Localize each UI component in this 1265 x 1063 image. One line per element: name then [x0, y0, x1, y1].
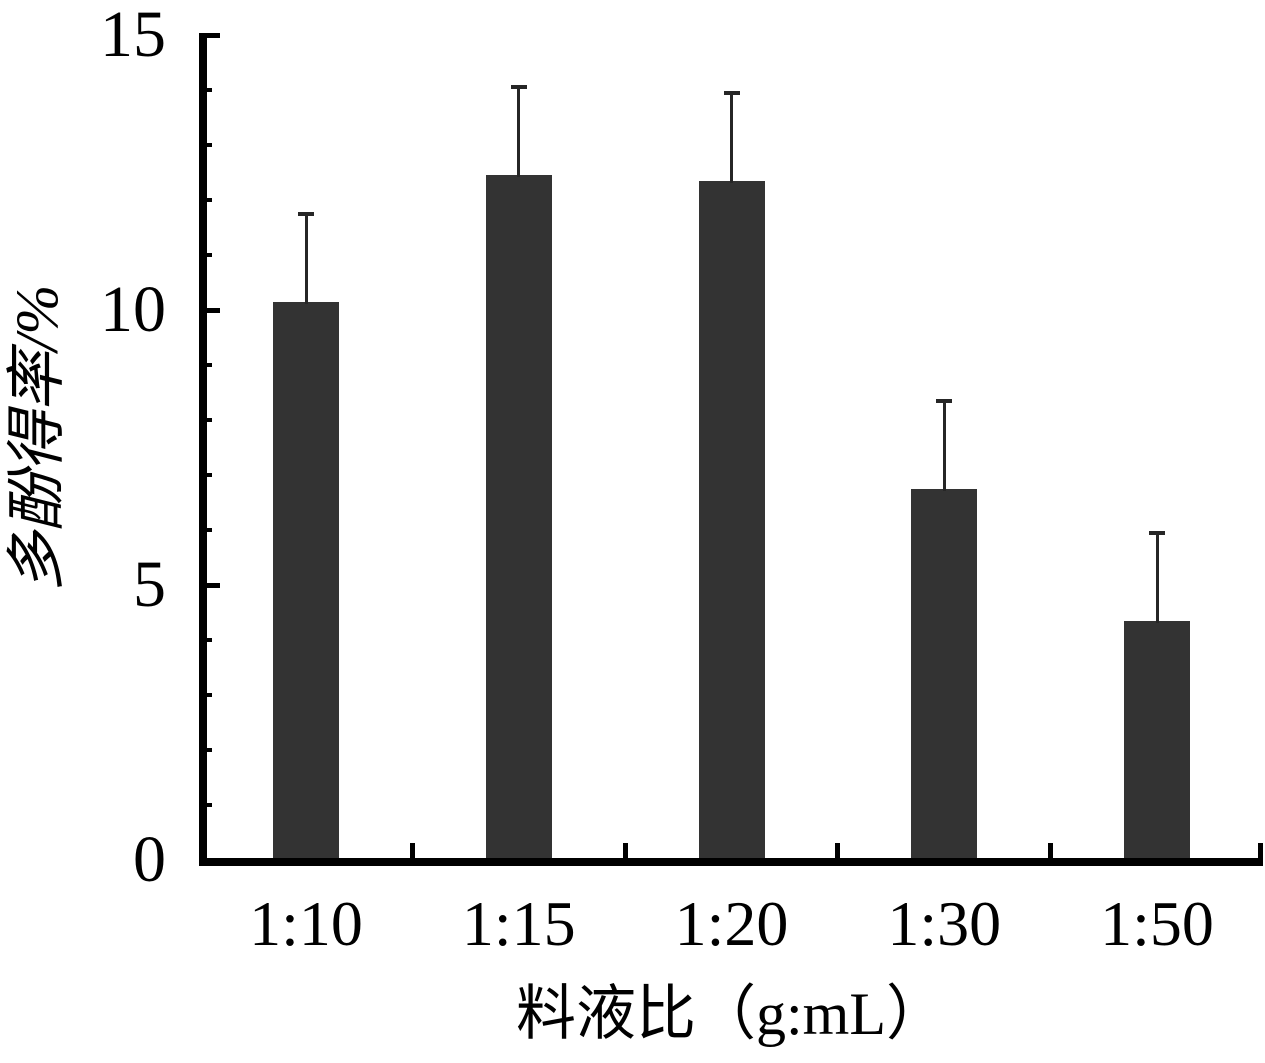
y-major-tick	[207, 32, 220, 38]
x-category-label: 1:15	[461, 888, 576, 959]
error-bar-stem	[517, 87, 521, 178]
y-tick-label: 15	[100, 0, 166, 71]
bar	[698, 180, 765, 858]
y-minor-tick	[207, 418, 212, 422]
error-bar-stem	[304, 213, 308, 304]
x-tick	[1258, 843, 1263, 858]
y-major-tick	[207, 582, 220, 588]
y-minor-tick	[207, 528, 212, 532]
x-category-label: 1:50	[1100, 888, 1214, 959]
y-axis-title: 多酚得率/%	[4, 284, 70, 592]
error-bar-stem	[1155, 532, 1159, 623]
x-tick	[622, 843, 628, 858]
error-bar-stem	[730, 92, 733, 183]
y-minor-tick	[207, 693, 212, 697]
x-tick	[835, 843, 841, 858]
error-bar-cap	[1149, 530, 1165, 535]
y-minor-tick	[207, 473, 212, 477]
y-major-tick	[207, 307, 220, 313]
x-axis-title: 料液比（g:mL）	[516, 981, 946, 1047]
error-bar-cap	[723, 90, 740, 95]
x-axis-line	[199, 858, 1263, 866]
y-minor-tick	[207, 198, 212, 202]
error-bar-stem	[942, 400, 946, 491]
error-bar-cap	[298, 211, 314, 216]
bar	[485, 175, 552, 858]
x-tick	[409, 843, 415, 858]
y-tick-label: 5	[133, 548, 166, 621]
y-minor-tick	[207, 143, 212, 147]
y-tick-label: 10	[100, 273, 166, 346]
y-minor-tick	[207, 803, 212, 807]
bar	[911, 488, 978, 858]
bar	[273, 301, 339, 858]
x-category-label: 1:10	[249, 888, 363, 959]
bar	[1124, 620, 1190, 858]
y-minor-tick	[207, 363, 212, 367]
y-minor-tick	[207, 88, 212, 92]
y-minor-tick	[207, 253, 212, 257]
y-minor-tick	[207, 748, 212, 752]
error-bar-cap	[510, 85, 527, 90]
x-category-label: 1:30	[887, 888, 1002, 959]
x-category-label: 1:20	[674, 888, 789, 959]
x-tick	[1048, 843, 1054, 858]
y-tick-label: 0	[133, 823, 166, 896]
y-axis-line	[199, 33, 207, 866]
error-bar-cap	[936, 398, 953, 403]
y-minor-tick	[207, 638, 212, 642]
